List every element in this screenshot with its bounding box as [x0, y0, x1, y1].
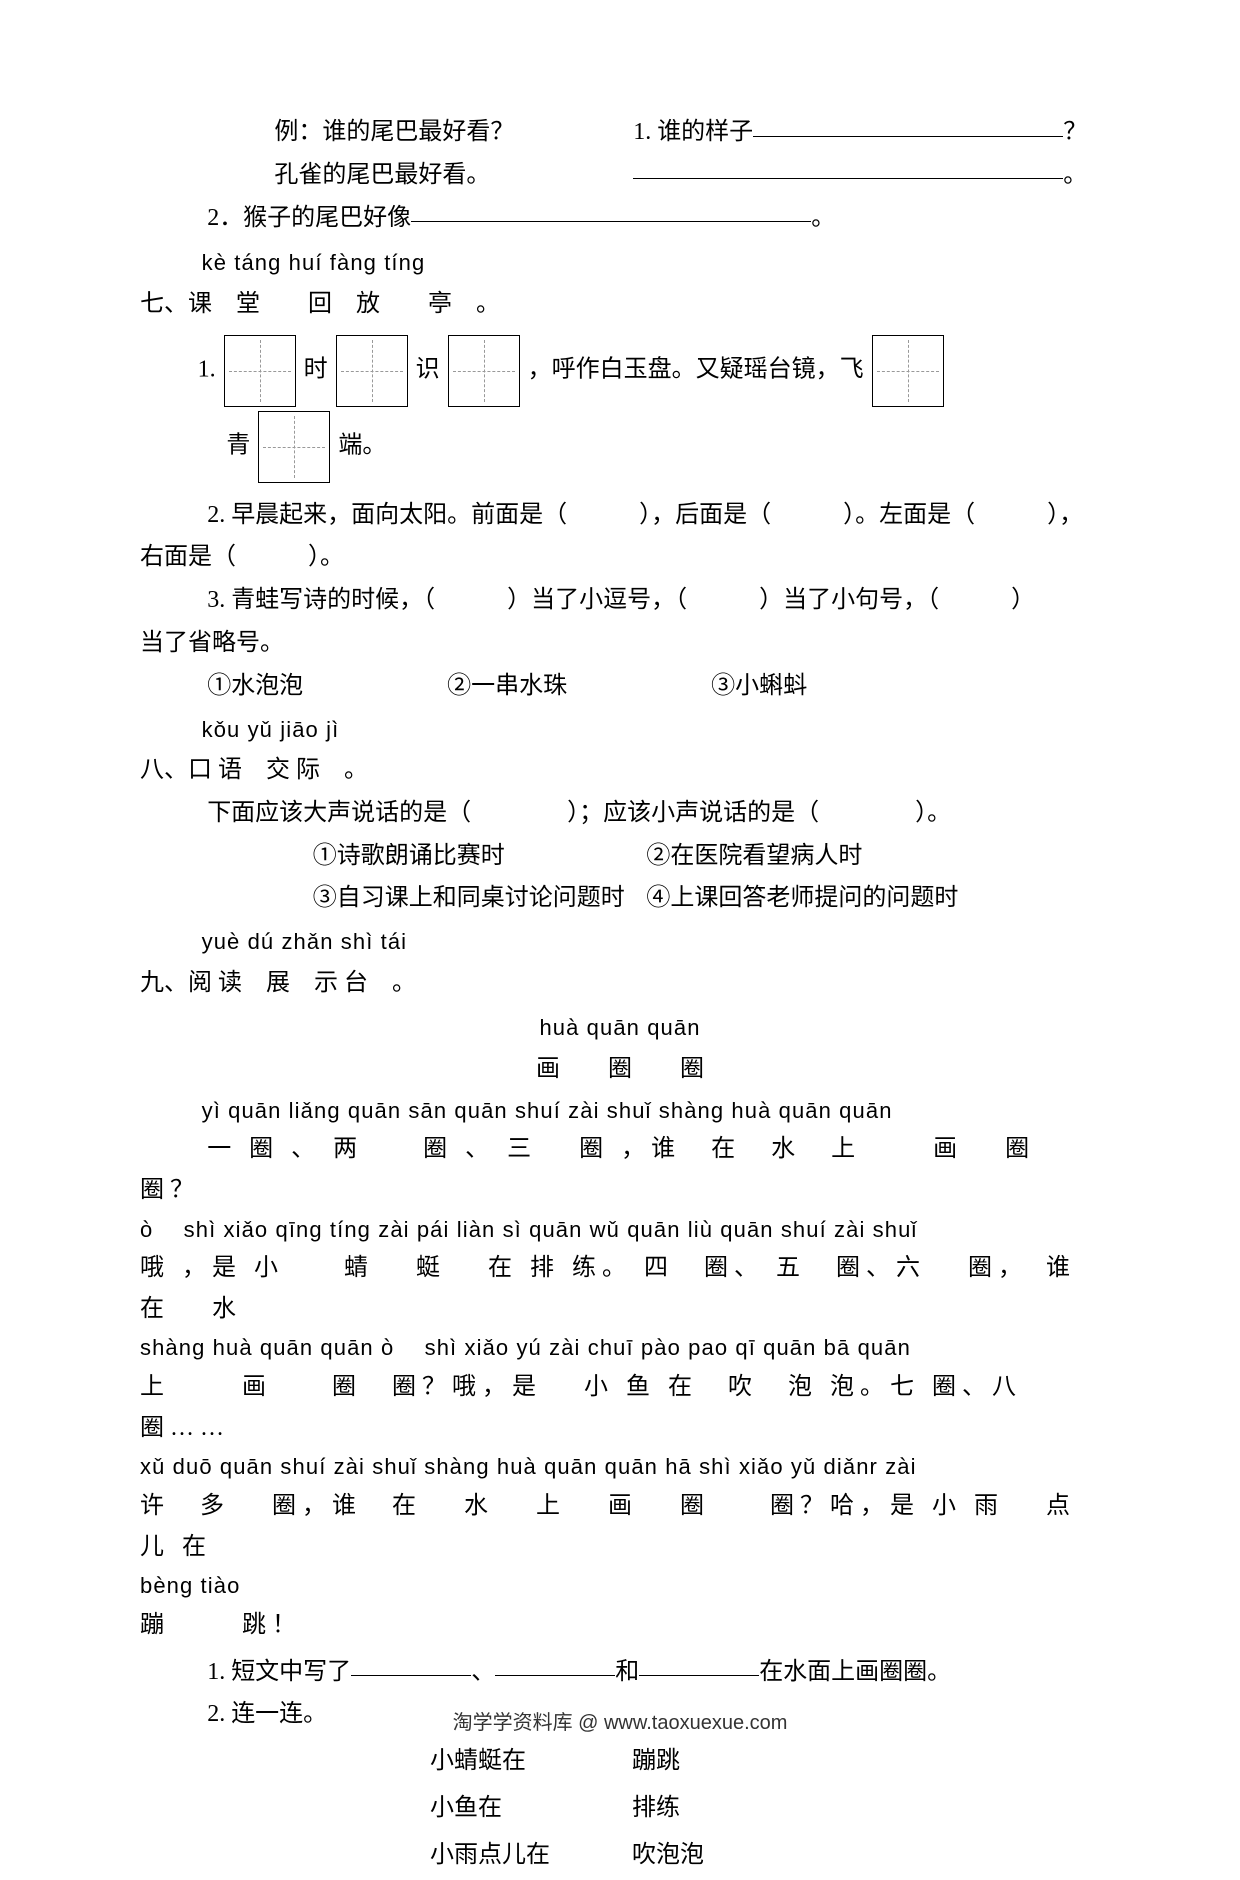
blank[interactable] [633, 154, 1063, 179]
match-table: 小蜻蜓在 蹦跳 小鱼在 排练 小雨点儿在 吹泡泡 [428, 1737, 786, 1879]
sec7-q1-row1: 1. 时 识 ，呼作白玉盘。又疑瑶台镜，飞 [198, 335, 1100, 407]
char-box[interactable] [336, 335, 408, 407]
sec8-opts-row1: ①诗歌朗诵比赛时②在医院看望病人时 [140, 836, 1100, 877]
top-row-1: 例：谁的尾巴最好看？ 1. 谁的样子 ？ [140, 112, 1100, 153]
reading-pinyin: shàng huà quān quān ò shì xiǎo yú zài ch… [140, 1329, 1100, 1366]
reading-text: 一 圈 、 两 圈 、 三 圈 ，谁 在 水 上 画 圈 圈？ [140, 1129, 1100, 1211]
reading-text: 哦 ，是 小 蜻 蜓 在 排 练。 四 圈、 五 圈、六 圈， 谁 在 水 [140, 1248, 1100, 1330]
q2-tail: 。 [811, 205, 835, 231]
blank[interactable] [639, 1651, 759, 1676]
reading-pinyin: yì quān liǎng quān sān quān shuí zài shu… [140, 1092, 1100, 1129]
txt: 、 [471, 1659, 495, 1685]
txt: 青 [226, 432, 250, 458]
reading-pinyin: bèng tiào [140, 1567, 1100, 1604]
match-left[interactable]: 小雨点儿在 [430, 1833, 630, 1878]
txt: 1. 短文中写了 [207, 1659, 351, 1685]
txt: 在水面上画圈圈。 [759, 1659, 951, 1685]
sec7-q2: 2. 早晨起来，面向太阳。前面是（ ），后面是（ ）。左面是（ ）， [140, 495, 1100, 536]
blank[interactable] [495, 1651, 615, 1676]
sec9-pinyin: yuè dú zhǎn shì tái [202, 923, 1100, 960]
blank[interactable] [351, 1651, 471, 1676]
reading-pinyin: xǔ duō quān shuí zài shuǐ shàng huà quān… [140, 1448, 1100, 1485]
txt: 端。 [338, 432, 386, 458]
reading-text: 许 多 圈，谁 在 水 上 画 圈 圈？哈，是 小 雨 点儿 在 [140, 1486, 1100, 1568]
sec8-pinyin: kǒu yǔ jiāo jì [202, 711, 1100, 748]
q1-prefix: 1. 谁的样子 [633, 119, 753, 145]
example-question: 谁的尾巴最好看？ [322, 119, 514, 145]
sec7-opts: ①水泡泡 ②一串水珠 ③小蝌蚪 [140, 666, 1100, 707]
table-row: 小鱼在 排练 [430, 1786, 784, 1831]
table-row: 小蜻蜓在 蹦跳 [430, 1739, 784, 1784]
txt: 和 [615, 1659, 639, 1685]
sec8-title: 八、口 语 交 际 。 [140, 750, 1100, 791]
match-left[interactable]: 小蜻蜓在 [430, 1739, 630, 1784]
txt: 时 [304, 356, 328, 382]
opt: ①诗歌朗诵比赛时 [226, 836, 646, 877]
q1-num: 1. [198, 356, 216, 382]
q1-tail: ？ [1063, 119, 1087, 145]
char-box[interactable] [224, 335, 296, 407]
top-row-2: 孔雀的尾巴最好看。 。 [140, 155, 1100, 196]
sec8-q: 下面应该大声说话的是（ ）；应该小声说话的是（ ）。 [140, 793, 1100, 834]
match-right[interactable]: 排练 [632, 1786, 784, 1831]
example-answer: 孔雀的尾巴最好看。 [207, 155, 627, 196]
blank[interactable] [411, 197, 811, 222]
worksheet-page: 例：谁的尾巴最好看？ 1. 谁的样子 ？ 孔雀的尾巴最好看。 。 2．猴子的尾巴好… [0, 0, 1240, 1880]
reading-text: 上 画 圈 圈？哦，是 小 鱼 在 吹 泡 泡。七 圈、八 圈…… [140, 1367, 1100, 1449]
reading-pinyin: ò shì xiǎo qīng tíng zài pái liàn sì quā… [140, 1211, 1100, 1248]
match-right[interactable]: 吹泡泡 [632, 1833, 784, 1878]
sec7-pinyin: kè táng huí fàng tíng [202, 244, 1100, 281]
sec7-title: 七、课 堂 回 放 亭 。 [140, 284, 1100, 325]
q2-row: 2．猴子的尾巴好像 。 [140, 198, 1100, 239]
opt: ③自习课上和同桌讨论问题时 [226, 878, 646, 919]
sec8-opts-row2: ③自习课上和同桌讨论问题时④上课回答老师提问的问题时 [140, 878, 1100, 919]
sec9-title: 九、阅 读 展 示 台 。 [140, 963, 1100, 1004]
period: 。 [1063, 162, 1087, 188]
opt: ②在医院看望病人时 [646, 843, 862, 869]
match-left[interactable]: 小鱼在 [430, 1786, 630, 1831]
sec7-q3: 3. 青蛙写诗的时候，（ ）当了小逗号，（ ）当了小句号，（ ） [140, 580, 1100, 621]
q2-prefix: 2．猴子的尾巴好像 [207, 205, 411, 231]
char-box[interactable] [448, 335, 520, 407]
opt: ④上课回答老师提问的问题时 [646, 885, 958, 911]
page-footer: 淘学学资料库 @ www.taoxuexue.com [0, 1706, 1240, 1735]
txt: 识 [416, 356, 440, 382]
reading-text: 蹦 跳！ [140, 1605, 1100, 1646]
example-label: 例： [274, 119, 322, 145]
sec7-q3-cont: 当了省略号。 [140, 623, 1100, 664]
table-row: 小雨点儿在 吹泡泡 [430, 1833, 784, 1878]
txt: ，呼作白玉盘。又疑瑶台镜，飞 [528, 356, 864, 382]
poem-title-pinyin: huà quān quān [140, 1009, 1100, 1046]
sec9-q1: 1. 短文中写了 、 和 在水面上画圈圈。 [140, 1652, 1100, 1693]
sec7-q1-row2: 青 端。 [226, 411, 1100, 483]
match-right[interactable]: 蹦跳 [632, 1739, 784, 1784]
poem-title: 画 圈 圈 [140, 1049, 1100, 1090]
sec7-q2-cont: 右面是（ ）。 [140, 537, 1100, 578]
blank[interactable] [753, 112, 1063, 137]
char-box[interactable] [258, 411, 330, 483]
char-box[interactable] [872, 335, 944, 407]
